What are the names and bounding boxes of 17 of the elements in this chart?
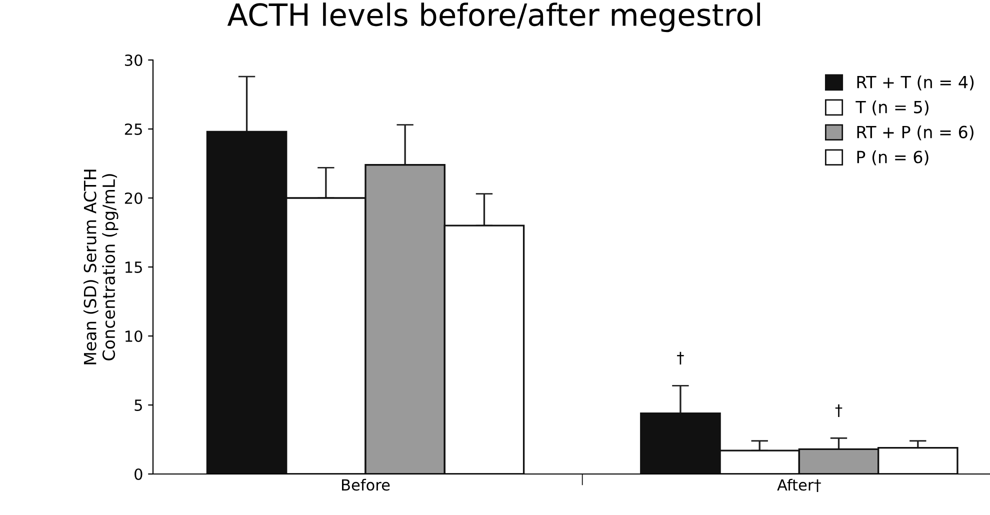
y-tick-label: 0 xyxy=(134,468,142,480)
legend-label: P (n = 6) xyxy=(857,150,928,166)
y-tick-label: 5 xyxy=(134,400,142,412)
annotation: † xyxy=(835,404,842,417)
y-tick-label: 25 xyxy=(124,123,142,136)
legend-label: T (n = 5) xyxy=(856,100,928,116)
x-tick-label: Before xyxy=(342,478,390,491)
legend-label: RT + P (n = 6) xyxy=(857,125,974,140)
y-axis-title: Mean (SD) Serum ACTH Concentration (pg/mL) xyxy=(84,170,118,364)
x-tick-label: After† xyxy=(777,478,821,492)
y-tick-label: 10 xyxy=(126,330,142,342)
chart-title: ACTH levels before/after megestrol xyxy=(227,2,760,32)
y-tick-label: 15 xyxy=(126,262,142,274)
legend-label: RT + T (n = 4) xyxy=(857,76,974,90)
y-tick-label: 30 xyxy=(125,54,142,66)
y-tick-label: 20 xyxy=(124,192,142,204)
annotation: † xyxy=(677,352,684,365)
